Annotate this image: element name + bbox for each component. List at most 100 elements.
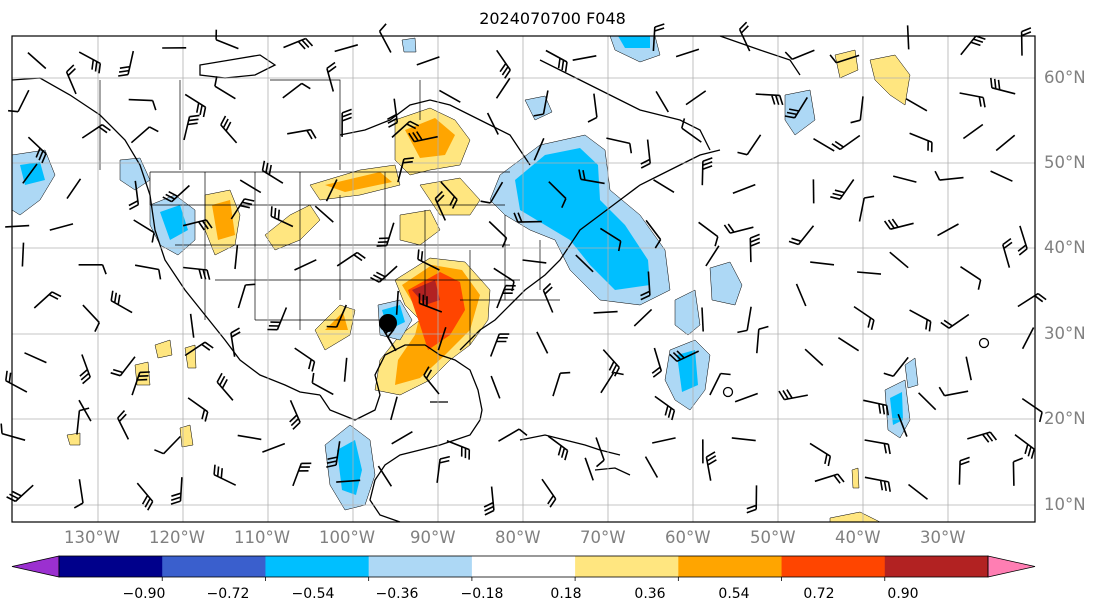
wind-barb bbox=[938, 386, 969, 397]
colorbar-outline bbox=[58, 555, 989, 578]
wind-barb bbox=[408, 131, 438, 143]
wind-barb bbox=[213, 464, 237, 486]
colorbar-tick-label: −0.54 bbox=[291, 586, 335, 602]
wind-barb bbox=[486, 112, 499, 135]
wind-barb bbox=[311, 372, 334, 396]
lat-label-40n: 40°N bbox=[1044, 238, 1086, 257]
wind-barb bbox=[378, 23, 392, 53]
wind-barb bbox=[653, 179, 675, 193]
colorbar-segment bbox=[575, 556, 679, 577]
wind-barb bbox=[239, 179, 262, 194]
wind-barb bbox=[397, 157, 414, 183]
wind-barb bbox=[705, 451, 717, 481]
wind-barb bbox=[282, 82, 311, 99]
lon-label-100w: 100°W bbox=[319, 528, 376, 547]
map-panel bbox=[0, 21, 1047, 523]
colorbar-tick-label: 0.90 bbox=[887, 586, 919, 602]
lon-label-60w: 60°W bbox=[665, 528, 711, 547]
wind-barb bbox=[237, 434, 262, 441]
wind-barb bbox=[214, 76, 236, 100]
wind-barb bbox=[513, 212, 542, 223]
wind-barb bbox=[572, 55, 597, 61]
wind-barb bbox=[133, 219, 155, 243]
wind-barb bbox=[283, 37, 314, 50]
wind-barb bbox=[314, 205, 334, 223]
wind-barb bbox=[1017, 225, 1028, 256]
lon-label-110w: 110°W bbox=[234, 528, 291, 547]
warm-anomaly-fill bbox=[66, 49, 911, 523]
wind-barb bbox=[128, 98, 157, 111]
wind-barb bbox=[294, 259, 317, 271]
colorbar bbox=[11, 555, 1036, 581]
wind-barb bbox=[184, 93, 207, 118]
wind-barb bbox=[640, 271, 651, 301]
wind-barb bbox=[732, 183, 756, 195]
wind-barb bbox=[533, 137, 545, 161]
wind-barb bbox=[118, 50, 135, 77]
wind-barb bbox=[698, 221, 719, 247]
wind-barb bbox=[325, 179, 338, 202]
wind-barb bbox=[395, 290, 399, 315]
wind-barb bbox=[542, 282, 554, 313]
wind-barb bbox=[66, 178, 82, 200]
wind-barb bbox=[5, 370, 28, 393]
lon-label-40w: 40°W bbox=[835, 528, 881, 547]
wind-barb bbox=[326, 61, 337, 92]
wind-barb bbox=[1012, 457, 1023, 486]
wind-barb bbox=[652, 23, 665, 52]
wind-barb bbox=[136, 482, 154, 511]
wind-barb bbox=[376, 222, 395, 247]
wind-barb bbox=[738, 21, 751, 52]
wind-barb bbox=[606, 137, 633, 154]
wind-barb bbox=[940, 313, 970, 329]
wind-barb bbox=[294, 347, 316, 372]
wind-barb bbox=[49, 223, 74, 231]
wind-barb bbox=[162, 184, 190, 203]
colorbar-extend-high bbox=[987, 555, 1036, 578]
lon-label-30w: 30°W bbox=[920, 528, 966, 547]
wind-barb bbox=[541, 478, 557, 508]
wind-barb bbox=[78, 399, 92, 422]
wind-barb bbox=[669, 350, 700, 363]
wind-barb bbox=[21, 242, 25, 267]
wind-barb bbox=[334, 44, 359, 53]
lon-label-90w: 90°W bbox=[410, 528, 456, 547]
coastlines bbox=[11, 35, 801, 523]
wind-barb bbox=[654, 395, 676, 421]
lat-label-60n: 60°N bbox=[1044, 68, 1086, 87]
wind-barb bbox=[220, 115, 238, 144]
wind-barb bbox=[908, 483, 928, 500]
wind-barb bbox=[436, 455, 450, 483]
wind-barb bbox=[814, 473, 845, 484]
black-dot-marker bbox=[379, 314, 397, 332]
wind-barb bbox=[215, 29, 239, 50]
wind-barb bbox=[937, 223, 959, 237]
wind-barb bbox=[701, 157, 713, 186]
wind-barb bbox=[749, 233, 761, 263]
wind-barb bbox=[341, 108, 352, 137]
wind-barb bbox=[498, 428, 528, 442]
wind-barb bbox=[830, 179, 855, 200]
colorbar-segment bbox=[471, 556, 576, 577]
wind-barb bbox=[496, 284, 516, 309]
wind-barb bbox=[423, 366, 440, 395]
wind-barb bbox=[110, 290, 133, 314]
wind-barb bbox=[685, 90, 707, 106]
wind-barb bbox=[548, 181, 567, 209]
wind-barb bbox=[343, 357, 348, 382]
colorbar-extend-low bbox=[11, 555, 60, 578]
colorbar-segment bbox=[678, 556, 783, 577]
wind-barb bbox=[189, 313, 195, 338]
wind-barb bbox=[1021, 327, 1035, 350]
wind-barb bbox=[681, 118, 702, 143]
wind-barb bbox=[784, 49, 815, 61]
wind-barb bbox=[959, 92, 986, 108]
wind-barb bbox=[81, 124, 111, 139]
wind-barb bbox=[391, 120, 420, 138]
wind-barb bbox=[784, 96, 808, 119]
lat-label-10n: 10°N bbox=[1044, 495, 1086, 514]
wind-barb bbox=[756, 325, 769, 354]
wind-barb bbox=[182, 219, 213, 231]
lon-label-70w: 70°W bbox=[580, 528, 626, 547]
